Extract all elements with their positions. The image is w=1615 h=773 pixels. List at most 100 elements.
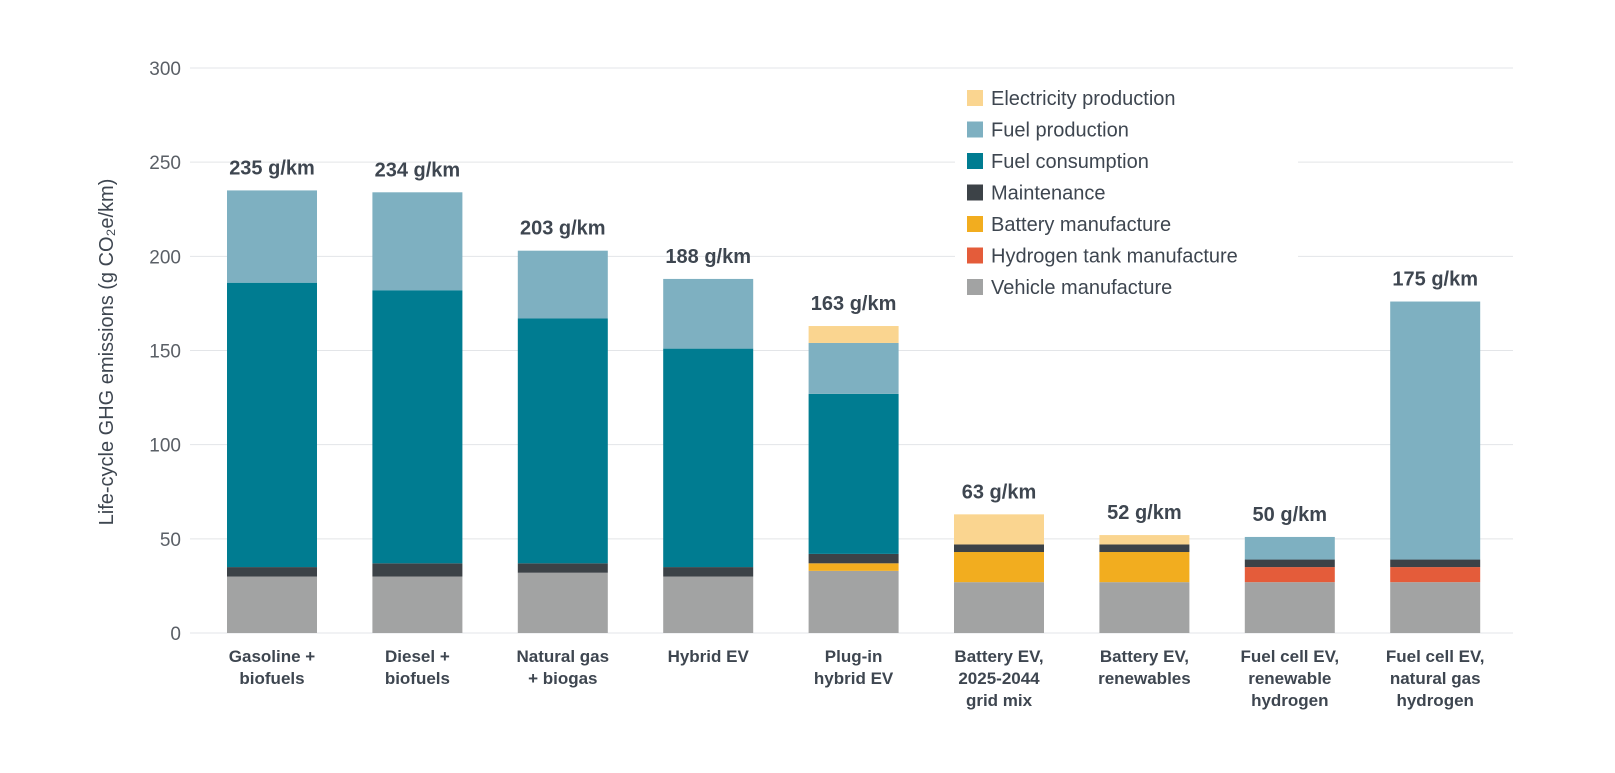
x-tick-label-line: biofuels [239, 669, 304, 688]
bar-segment-fuel-production [663, 278, 754, 349]
bar-stack [808, 326, 899, 633]
y-tick-label: 200 [149, 247, 181, 268]
x-axis-labels: Gasoline + biofuels Diesel + biofuels Natura… [229, 647, 1485, 710]
legend-swatch [967, 279, 983, 295]
total-label: 235 g/km [229, 157, 315, 179]
x-tick-label-line: Battery EV, [1100, 647, 1189, 666]
x-tick-label-line: Fuel cell EV, [1241, 647, 1340, 666]
total-label: 234 g/km [375, 159, 461, 181]
total-label: 50 g/km [1253, 504, 1327, 526]
total-label: 175 g/km [1392, 269, 1478, 291]
bar-segment-vehicle-manufacture [663, 576, 754, 633]
bar-stack [1390, 301, 1481, 633]
x-tick-label: Natural gas + biogas [517, 647, 610, 688]
bar-segment-fuel-consumption [372, 290, 463, 564]
legend-label: Vehicle manufacture [991, 277, 1172, 299]
total-label: 163 g/km [811, 293, 897, 315]
bar-segment-battery-manufacture [1099, 552, 1190, 583]
bar-segment-maintenance [1099, 544, 1190, 553]
bar-segment-hydrogen-tank-manufacture [1244, 567, 1335, 583]
bar-segment-maintenance [954, 544, 1044, 553]
bar-stack [1244, 536, 1335, 633]
bar-segment-electricity-production [1099, 535, 1190, 545]
bar-segment-maintenance [1390, 559, 1481, 568]
bar-segment-vehicle-manufacture [517, 572, 608, 633]
x-tick-label-line: hydrogen [1251, 691, 1328, 710]
x-tick-label: Diesel + biofuels [385, 647, 450, 688]
bar-segment-fuel-consumption [808, 393, 899, 554]
x-tick-label-line: Battery EV, [954, 647, 1043, 666]
legend-label: Electricity production [991, 88, 1176, 110]
bar-stack [954, 514, 1044, 633]
legend-label: Fuel consumption [991, 151, 1149, 173]
y-tick-label: 100 [149, 436, 181, 457]
x-tick-label: Battery EV, 2025-2044 grid mix [954, 647, 1043, 710]
x-tick-label-line: Hybrid EV [668, 647, 750, 666]
x-tick-label: Gasoline + biofuels [229, 647, 316, 688]
bar-segment-hydrogen-tank-manufacture [1390, 567, 1481, 583]
x-tick-label: Hybrid EV [668, 647, 750, 666]
bar-segment-maintenance [372, 563, 463, 577]
y-tick-label: 0 [170, 624, 181, 645]
bar-segment-maintenance [517, 563, 608, 573]
legend-item: Fuel consumption [967, 151, 1149, 173]
bar-segment-battery-manufacture [954, 552, 1044, 583]
bar-stack [1099, 535, 1190, 633]
legend-swatch [967, 121, 983, 138]
bar-segment-fuel-production [227, 190, 317, 283]
legend: Electricity production Fuel production Fue… [955, 82, 1298, 302]
total-labels: 235 g/km 234 g/km 203 g/km 188 g/km 163 g/km… [229, 157, 1478, 526]
bars-layer [227, 190, 1481, 633]
legend-item: Battery manufacture [967, 214, 1171, 236]
bar-segment-vehicle-manufacture [372, 576, 463, 633]
x-tick-label-line: renewable [1248, 669, 1331, 688]
bar-stack [517, 250, 608, 633]
bar-segment-electricity-production [954, 514, 1044, 545]
bar-stack [227, 190, 317, 633]
legend-swatch [967, 216, 983, 232]
bar-segment-vehicle-manufacture [227, 576, 317, 633]
legend-swatch [967, 184, 983, 201]
bar-segment-vehicle-manufacture [1099, 582, 1190, 633]
bar-segment-fuel-production [808, 342, 899, 394]
x-tick-label-line: grid mix [966, 691, 1033, 710]
y-tick-label: 50 [160, 530, 181, 551]
legend-item: Electricity production [967, 88, 1176, 110]
total-label: 52 g/km [1107, 502, 1181, 524]
legend-label: Hydrogen tank manufacture [991, 246, 1238, 268]
legend-label: Fuel production [991, 120, 1129, 142]
legend-label: Maintenance [991, 183, 1106, 205]
x-tick-label-line: Gasoline + [229, 647, 316, 666]
bar-segment-fuel-consumption [663, 348, 754, 568]
x-tick-label: Plug-in hybrid EV [814, 647, 894, 688]
y-tick-label: 150 [149, 342, 181, 363]
bar-segment-fuel-consumption [227, 282, 317, 568]
bar-segment-fuel-consumption [517, 318, 608, 564]
bar-segment-vehicle-manufacture [808, 570, 899, 633]
x-tick-label-line: hybrid EV [814, 669, 894, 688]
y-axis-title: Life-cycle GHG emissions (g CO₂e/km) [96, 179, 118, 526]
total-label: 63 g/km [962, 481, 1036, 503]
legend-item: Vehicle manufacture [967, 277, 1172, 299]
legend-item: Fuel production [967, 120, 1129, 142]
bar-segment-vehicle-manufacture [1390, 582, 1481, 633]
bar-segment-electricity-production [808, 326, 899, 343]
y-tick-label: 250 [149, 153, 181, 174]
y-tick-label: 300 [149, 59, 181, 80]
x-tick-label: Fuel cell EV, renewable hydrogen [1241, 647, 1340, 710]
bar-stack [663, 278, 754, 633]
bar-segment-maintenance [808, 553, 899, 564]
legend-swatch [967, 90, 983, 106]
bar-stack [372, 192, 463, 633]
legend-item: Maintenance [967, 183, 1106, 205]
x-tick-label-line: biofuels [385, 669, 450, 688]
x-tick-label: Fuel cell EV, natural gas hydrogen [1386, 647, 1485, 710]
x-tick-label-line: + biogas [528, 669, 597, 688]
bar-segment-fuel-production [517, 250, 608, 319]
bar-segment-vehicle-manufacture [1244, 582, 1335, 633]
y-axis-ticks: 0 50 100 150 200 250 300 [149, 59, 181, 645]
x-tick-label: Battery EV, renewables [1098, 647, 1191, 688]
bar-segment-fuel-production [1390, 301, 1481, 560]
bar-segment-fuel-production [1244, 536, 1335, 560]
